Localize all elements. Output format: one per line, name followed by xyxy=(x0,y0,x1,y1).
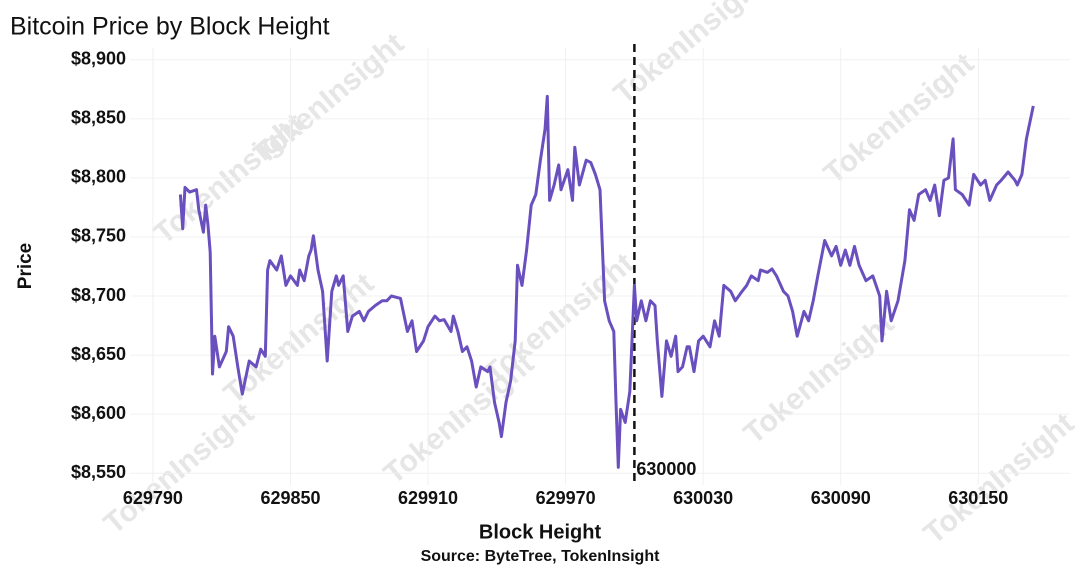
x-tick-label: 629850 xyxy=(260,488,320,508)
y-tick-label: $8,700 xyxy=(71,285,126,305)
y-tick-label: $8,850 xyxy=(71,108,126,128)
watermark: TokenInsight xyxy=(738,307,901,451)
x-tick-label: 630090 xyxy=(811,488,871,508)
x-axis-label: Block Height xyxy=(479,521,602,543)
y-tick-label: $8,550 xyxy=(71,462,126,482)
watermark: TokenInsight xyxy=(918,407,1080,551)
y-tick-label: $8,650 xyxy=(71,344,126,364)
price-line xyxy=(178,94,1035,469)
y-tick-label: $8,750 xyxy=(71,226,126,246)
source-note: Source: ByteTree, TokenInsight xyxy=(421,548,661,565)
watermark: TokenInsight xyxy=(248,27,411,171)
x-tick-label: 630150 xyxy=(948,488,1008,508)
x-tick-label: 629790 xyxy=(123,488,183,508)
y-tick-label: $8,900 xyxy=(71,49,126,69)
x-tick-label: 629910 xyxy=(398,488,458,508)
block-marker-label: 630000 xyxy=(636,459,696,479)
y-axis-label: Price xyxy=(15,243,36,289)
x-tick-label: 629970 xyxy=(536,488,596,508)
y-tick-label: $8,600 xyxy=(71,403,126,423)
y-tick-label: $8,800 xyxy=(71,167,126,187)
chart-title: Bitcoin Price by Block Height xyxy=(10,13,330,41)
watermark: TokenInsight xyxy=(608,0,771,111)
x-tick-label: 630030 xyxy=(673,488,733,508)
